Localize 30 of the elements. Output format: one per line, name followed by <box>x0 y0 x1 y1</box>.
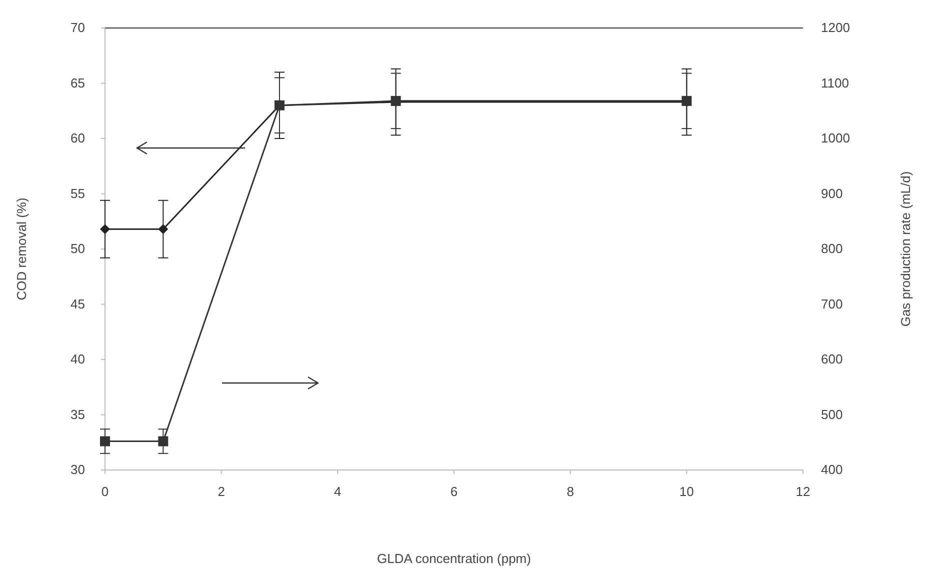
y-tick-label: 35 <box>70 406 85 422</box>
y-tick-label: 30 <box>70 462 85 477</box>
y-tick-label: 40 <box>70 352 85 366</box>
y-tick-label: 50 <box>70 241 85 256</box>
y2-tick-label: 1000 <box>821 130 850 146</box>
y2-tick-label: 500 <box>821 406 843 422</box>
x-tick-label: 10 <box>679 484 694 499</box>
x-tick-label: 4 <box>334 484 342 499</box>
y2-tick-label: 1100 <box>821 75 849 90</box>
y2-tick-label: 1200 <box>821 20 850 35</box>
y2-tick-label: 800 <box>821 241 843 256</box>
y-axis-title: COD removal (%) <box>14 198 29 300</box>
x-tick-label: 0 <box>101 484 109 499</box>
y-tick-label: 45 <box>70 296 85 312</box>
y2-tick-label: 400 <box>821 462 843 477</box>
y2-tick-label: 700 <box>821 296 843 312</box>
x-axis-title: GLDA concentration (ppm) <box>377 551 531 566</box>
x-tick-label: 8 <box>566 484 574 499</box>
y-tick-label: 70 <box>70 20 85 35</box>
y-tick-label: 65 <box>70 75 85 90</box>
x-tick-label: 2 <box>218 484 225 499</box>
y2-tick-label: 600 <box>821 352 843 366</box>
y-tick-label: 60 <box>70 130 85 146</box>
y2-axis-title: Gas production rate (mL/d) <box>898 171 913 327</box>
point <box>158 436 168 446</box>
x-tick-label: 12 <box>796 484 810 499</box>
point <box>100 436 110 446</box>
x-tick-label: 6 <box>450 484 458 499</box>
y-tick-label: 55 <box>70 186 85 201</box>
y2-tick-label: 900 <box>821 186 843 201</box>
